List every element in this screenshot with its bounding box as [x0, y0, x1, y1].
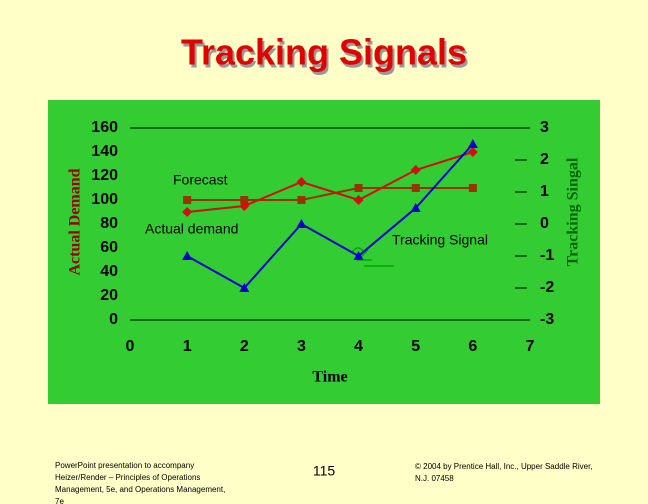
y-tick-label: 120	[91, 167, 118, 184]
footer-left: 7e	[55, 497, 64, 504]
marker	[354, 184, 363, 192]
footer-left: PowerPoint presentation to accompany	[55, 461, 194, 470]
y-tick-label: 100	[91, 191, 118, 208]
y-axis-label: Actual Demand	[67, 168, 84, 275]
y2-tick-label: 1	[540, 183, 549, 200]
y-tick-label: 0	[109, 311, 118, 328]
marker	[468, 184, 477, 192]
y-tick-label: 40	[100, 263, 118, 280]
marker	[467, 139, 478, 148]
y2-tick-label: 2	[540, 151, 549, 168]
y2-tick-label: -1	[540, 247, 554, 264]
y-tick-label: 60	[100, 239, 118, 256]
x-axis-label: Time	[312, 369, 347, 386]
x-tick-label: 6	[468, 338, 477, 355]
series-line	[187, 151, 474, 213]
marker	[353, 195, 364, 205]
legend-label: Actual demand	[145, 221, 238, 237]
x-tick-label: 3	[297, 338, 306, 355]
page-number: 115	[313, 463, 336, 479]
series-line	[187, 187, 473, 201]
marker	[183, 196, 192, 204]
series-line	[186, 143, 474, 290]
marker	[182, 251, 193, 260]
marker	[296, 219, 307, 228]
x-tick-label: 0	[126, 338, 135, 355]
marker	[182, 207, 193, 217]
marker	[296, 177, 307, 187]
footer: 115	[313, 463, 336, 479]
marker	[467, 147, 478, 157]
footer-left: Management, 5e, and Operations Managemen…	[55, 485, 225, 494]
x-tick-label: 1	[183, 338, 192, 355]
marker	[353, 251, 364, 260]
x-tick-label: 4	[354, 338, 363, 355]
y2-tick-label: 3	[540, 119, 549, 136]
marker	[239, 283, 250, 292]
y2-axis-label: Tracking Singal	[565, 157, 582, 266]
x-tick-label: 5	[411, 338, 420, 355]
x-tick-label: 7	[526, 338, 535, 355]
marker	[411, 184, 420, 192]
title-shadow: Tracking Signals	[183, 35, 469, 76]
y-tick-label: 20	[100, 287, 118, 304]
slide-title: Tracking Signals	[181, 32, 467, 73]
chart-area	[48, 100, 600, 404]
marker	[239, 201, 250, 211]
footer-left: Heizer/Render – Principles of Operations	[55, 473, 200, 482]
footer-right: N.J. 07458	[415, 474, 454, 483]
x-tick-label: 2	[240, 338, 249, 355]
marker	[410, 203, 421, 212]
marker	[297, 196, 306, 204]
y2-tick-label: 0	[540, 215, 549, 232]
legend-label: Tracking Signal	[392, 232, 488, 248]
y2-tick-label: -2	[540, 279, 554, 296]
legend-label: Forecast	[173, 172, 228, 188]
y-tick-label: 160	[91, 119, 118, 136]
y-tick-label: 140	[91, 143, 118, 160]
marker	[410, 165, 421, 175]
y2-tick-label: -3	[540, 311, 554, 328]
y-tick-label: 80	[100, 215, 118, 232]
marker	[240, 196, 249, 204]
footer-right: © 2004 by Prentice Hall, Inc., Upper Sad…	[415, 462, 593, 471]
